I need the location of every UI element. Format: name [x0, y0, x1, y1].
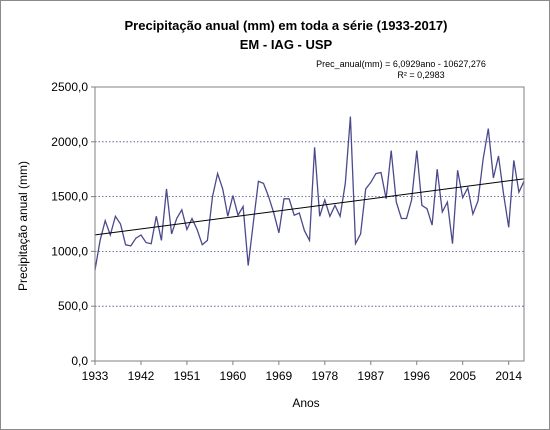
- x-tick-label: 1960: [220, 369, 247, 383]
- y-tick-label: 1500,0: [51, 190, 88, 204]
- trendline-r2: R² = 0,2983: [397, 70, 444, 80]
- series-line: [94, 116, 525, 271]
- x-tick-label: 1933: [82, 369, 109, 383]
- x-tick-label: 1987: [357, 369, 384, 383]
- chart-subtitle: EM - IAG - USP: [240, 37, 333, 52]
- x-tick-label: 1978: [311, 369, 338, 383]
- x-tick-label: 2014: [495, 369, 522, 383]
- trendline-equation: Prec_anual(mm) = 6,0929ano - 10627,276: [316, 59, 486, 69]
- x-tick-label: 1996: [403, 369, 430, 383]
- y-tick-label: 0,0: [71, 354, 88, 368]
- chart-title: Precipitação anual (mm) em toda a série …: [125, 18, 448, 33]
- y-tick-label: 2000,0: [51, 135, 88, 149]
- plot-area-border: [94, 86, 525, 362]
- x-axis-label: Anos: [292, 396, 319, 410]
- gridlines: [95, 86, 524, 307]
- x-tick-label: 1969: [266, 369, 293, 383]
- y-tick-label: 500,0: [58, 299, 88, 313]
- x-tick-label: 1942: [128, 369, 155, 383]
- y-tick-label: 2500,0: [51, 80, 88, 94]
- x-axis-ticks: 1933 1942 1951 1960 1969 1978 1987 1996 2005 2014: [82, 361, 522, 383]
- y-tick-label: 1000,0: [51, 244, 88, 258]
- y-axis-ticks: 0,0 500,0 1000,0 1500,0 2000,0 2500,0: [51, 80, 95, 368]
- trendline: [94, 178, 525, 236]
- y-axis-label: Precipitação anual (mm): [16, 161, 30, 291]
- x-tick-label: 1951: [174, 369, 201, 383]
- x-tick-label: 2005: [449, 369, 476, 383]
